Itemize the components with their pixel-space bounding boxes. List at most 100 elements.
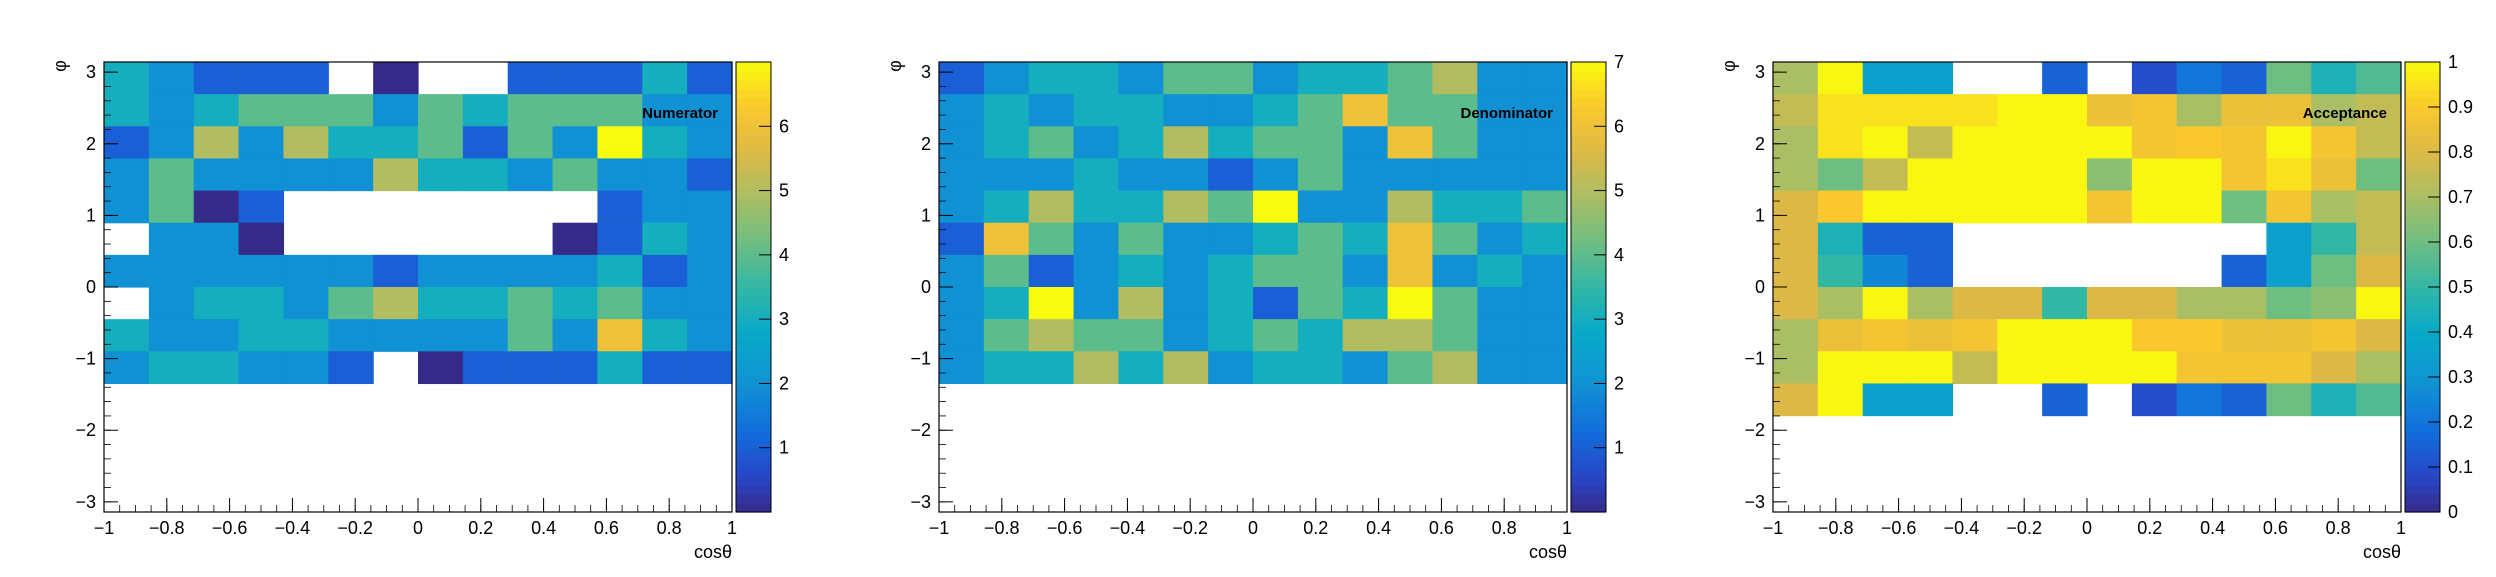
heatmap-cell bbox=[1773, 383, 1819, 417]
heatmap-cell bbox=[642, 126, 688, 160]
heatmap-cell bbox=[1073, 287, 1120, 320]
colorbar-segment bbox=[1571, 377, 1606, 387]
colorbar-tick-label: 0.3 bbox=[2448, 367, 2473, 387]
colorbar-segment bbox=[1571, 395, 1606, 405]
colorbar-segment bbox=[1571, 422, 1606, 432]
colorbar-segment bbox=[736, 359, 771, 369]
heatmap-cell bbox=[1817, 62, 1864, 95]
colorbar-segment bbox=[1571, 359, 1606, 369]
heatmap-cell bbox=[1028, 158, 1075, 192]
heatmap-cell bbox=[939, 94, 985, 127]
heatmap-cell bbox=[1477, 351, 1523, 385]
heatmap-cell bbox=[1432, 287, 1478, 320]
colorbar-segment bbox=[1571, 98, 1606, 108]
heatmap-cell bbox=[2356, 383, 2402, 417]
heatmap-cell bbox=[1997, 351, 2043, 385]
heatmap-cell bbox=[939, 62, 985, 95]
colorbar-segment bbox=[736, 242, 771, 252]
heatmap-cell bbox=[2131, 158, 2178, 192]
colorbar-segment bbox=[1571, 224, 1606, 234]
heatmap-cell bbox=[1253, 351, 1299, 385]
heatmap-cell bbox=[1997, 319, 2043, 352]
heatmap-cell bbox=[2311, 319, 2357, 352]
heatmap-cell bbox=[1163, 254, 1209, 288]
y-tick-label: −2 bbox=[75, 420, 96, 440]
x-tick-label: −0.2 bbox=[1172, 518, 1208, 538]
colorbar-segment bbox=[2405, 503, 2440, 513]
heatmap-cell bbox=[1387, 319, 1434, 352]
colorbar-segment bbox=[2405, 269, 2440, 279]
heatmap-cell bbox=[2176, 62, 2223, 95]
heatmap-cell bbox=[1208, 351, 1254, 385]
heatmap-cell bbox=[2176, 383, 2223, 417]
heatmap-cell bbox=[2131, 94, 2178, 127]
heatmap-cell bbox=[193, 190, 240, 224]
heatmap-cell bbox=[507, 254, 554, 288]
colorbar-tick-label: 1 bbox=[1614, 438, 1624, 458]
heatmap-cell bbox=[238, 254, 285, 288]
heatmap-cell bbox=[1297, 287, 1344, 320]
colorbar-segment bbox=[2405, 98, 2440, 108]
colorbar-segment bbox=[1571, 233, 1606, 243]
heatmap-cell bbox=[1387, 287, 1434, 320]
heatmap-cell bbox=[1163, 351, 1209, 385]
colorbar-segment bbox=[2405, 413, 2440, 423]
y-tick-label: 1 bbox=[921, 205, 931, 225]
heatmap-cell bbox=[1163, 222, 1209, 256]
heatmap-cell bbox=[1522, 287, 1568, 320]
colorbar-tick-label: 5 bbox=[779, 181, 789, 201]
heatmap-cell bbox=[2042, 62, 2088, 95]
colorbar-segment bbox=[1571, 71, 1606, 81]
colorbar-segment bbox=[736, 233, 771, 243]
heatmap-cell bbox=[1163, 158, 1209, 192]
heatmap-cell bbox=[1952, 190, 1998, 224]
colorbar-segment bbox=[736, 467, 771, 477]
colorbar-segment bbox=[2405, 494, 2440, 504]
heatmap-cell bbox=[552, 158, 599, 192]
heatmap-cell bbox=[2311, 351, 2357, 385]
heatmap-cell bbox=[983, 190, 1030, 224]
heatmap-cell bbox=[1477, 254, 1523, 288]
heatmap-cell bbox=[1028, 254, 1075, 288]
colorbar-segment bbox=[736, 341, 771, 351]
colorbar-tick-label: 0.6 bbox=[2448, 232, 2473, 252]
colorbar-tick-label: 2 bbox=[1614, 373, 1624, 393]
colorbar-segment bbox=[2405, 161, 2440, 171]
x-tick-label: −0.6 bbox=[1047, 518, 1083, 538]
heatmap-cell bbox=[1342, 158, 1389, 192]
heatmap-cell bbox=[1342, 254, 1389, 288]
colorbar-segment bbox=[736, 206, 771, 216]
heatmap-cell bbox=[1297, 319, 1344, 352]
x-tick-label: −0.6 bbox=[212, 518, 248, 538]
heatmap-cell bbox=[1432, 351, 1478, 385]
colorbar-segment bbox=[2405, 458, 2440, 468]
x-tick-label: −1 bbox=[1763, 518, 1784, 538]
heatmap-cell bbox=[507, 126, 554, 160]
heatmap-cell bbox=[2131, 126, 2178, 160]
heatmap-cell bbox=[2311, 222, 2357, 256]
heatmap-cell bbox=[1432, 158, 1478, 192]
heatmap-cell bbox=[1773, 222, 1819, 256]
heatmap-cell bbox=[1073, 94, 1120, 127]
colorbar-segment bbox=[1571, 206, 1606, 216]
heatmap-cell bbox=[238, 190, 285, 224]
colorbar-tick-label: 1 bbox=[779, 438, 789, 458]
heatmap-cell bbox=[1342, 222, 1389, 256]
heatmap-cell bbox=[1387, 126, 1434, 160]
heatmap-cell bbox=[1208, 319, 1254, 352]
heatmap-cell bbox=[1817, 222, 1864, 256]
heatmap-cell bbox=[1432, 190, 1478, 224]
heatmap-cell bbox=[1342, 126, 1389, 160]
heatmap-cell bbox=[238, 62, 285, 95]
colorbar-segment bbox=[736, 413, 771, 423]
heatmap-cell bbox=[148, 158, 195, 192]
heatmap-cell bbox=[1253, 158, 1299, 192]
heatmap-cell bbox=[193, 319, 240, 352]
heatmap-cell bbox=[1477, 126, 1523, 160]
heatmap-cell bbox=[2356, 319, 2402, 352]
heatmap-cell bbox=[193, 287, 240, 320]
heatmap-cell bbox=[1073, 351, 1120, 385]
heatmap-cell bbox=[1817, 351, 1864, 385]
heatmap-cell bbox=[552, 222, 599, 256]
heatmap-cell bbox=[2176, 351, 2223, 385]
